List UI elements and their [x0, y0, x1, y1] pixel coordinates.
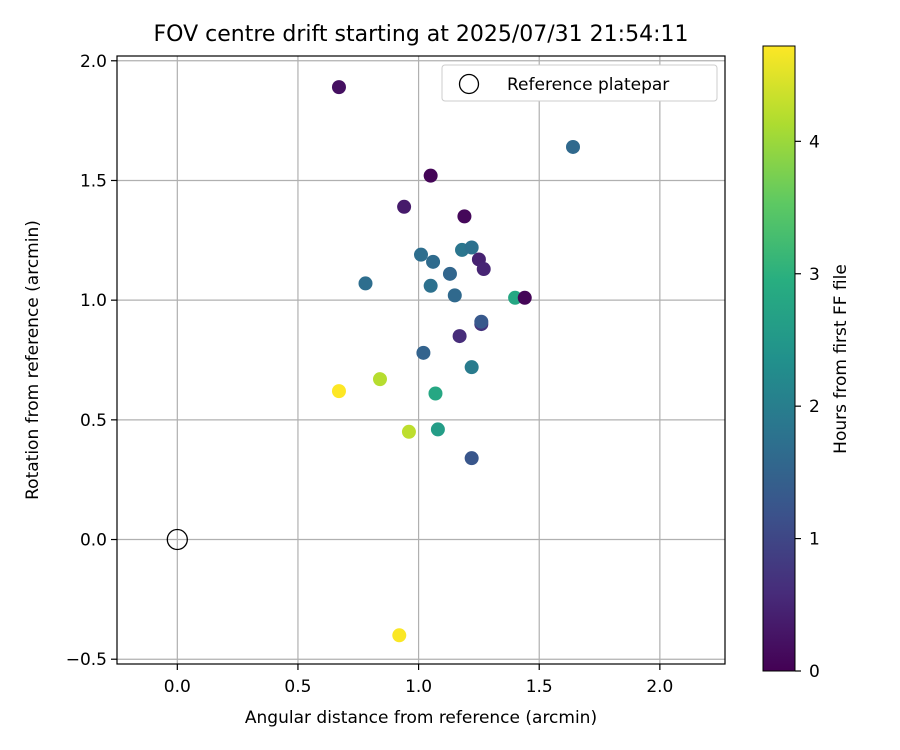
- x-tick-label: 0.5: [284, 677, 311, 697]
- data-point: [423, 278, 438, 293]
- colorbar-gradient: [762, 45, 796, 672]
- x-axis-ticks: 0.0 0.5 1.0 1.5 2.0: [164, 664, 673, 697]
- y-axis-ticks: −0.5 0.0 0.5 1.0 1.5 2.0: [66, 52, 117, 670]
- colorbar-tick-label: 3: [809, 265, 820, 285]
- x-tick-label: 2.0: [646, 677, 673, 697]
- data-point: [392, 628, 407, 643]
- data-point: [452, 329, 467, 344]
- colorbar-ticks: 0 1 2 3 4: [795, 132, 820, 682]
- data-point: [442, 266, 457, 281]
- x-axis-label: Angular distance from reference (arcmin): [245, 708, 597, 728]
- colorbar-tick-label: 2: [809, 397, 820, 417]
- y-axis-label: Rotation from reference (arcmin): [23, 220, 43, 500]
- data-point: [401, 424, 416, 439]
- data-point: [457, 209, 472, 224]
- y-tick-label: 1.0: [80, 291, 107, 311]
- y-tick-label: 2.0: [80, 52, 107, 72]
- data-point: [331, 384, 346, 399]
- reference-marker: [166, 528, 188, 551]
- data-point: [414, 247, 428, 262]
- x-tick-label: 1.0: [405, 677, 432, 697]
- data-point: [566, 139, 580, 154]
- data-point: [372, 372, 387, 387]
- colorbar-label: Hours from first FF file: [831, 264, 851, 454]
- data-point: [447, 288, 462, 303]
- colorbar-tick-label: 4: [809, 132, 820, 152]
- data-point: [464, 240, 479, 255]
- data-point: [464, 360, 479, 375]
- data-point: [331, 80, 346, 95]
- chart-title: FOV centre drift starting at 2025/07/31 …: [154, 22, 689, 47]
- colorbar-tick-label: 1: [809, 530, 820, 550]
- data-point: [423, 168, 438, 183]
- data-point: [426, 254, 441, 269]
- colorbar: 0 1 2 3 4 Hours from first FF file: [762, 45, 851, 682]
- legend-marker-open-circle: [458, 73, 480, 95]
- data-point: [476, 262, 491, 277]
- data-point: [416, 345, 431, 360]
- plot-area: 0.0 0.5 1.0 1.5 2.0 −0.5 0.0 0.5 1.0 1.5 2.0: [66, 52, 726, 697]
- y-tick-label: 1.5: [80, 171, 107, 191]
- data-point: [508, 290, 523, 305]
- data-point: [397, 199, 412, 214]
- legend-box: [441, 64, 718, 102]
- data-points: [331, 80, 580, 643]
- y-tick-label: −0.5: [66, 650, 107, 670]
- legend-label: Reference platepar: [507, 75, 669, 95]
- x-tick-label: 1.5: [526, 677, 553, 697]
- plot-frame: [116, 55, 726, 665]
- y-tick-label: 0.0: [80, 531, 107, 551]
- data-point: [474, 314, 489, 329]
- colorbar-tick-label: 0: [809, 662, 820, 682]
- plot-background: [117, 56, 725, 664]
- data-point: [428, 386, 443, 401]
- data-point: [358, 276, 373, 291]
- grid-lines: [117, 56, 725, 664]
- data-point: [430, 422, 445, 437]
- data-point: [464, 451, 479, 466]
- legend: Reference platepar: [441, 64, 718, 102]
- reference-point: [166, 528, 188, 551]
- y-tick-label: 0.5: [80, 411, 107, 431]
- x-tick-label: 0.0: [164, 677, 191, 697]
- data-point: [517, 290, 532, 305]
